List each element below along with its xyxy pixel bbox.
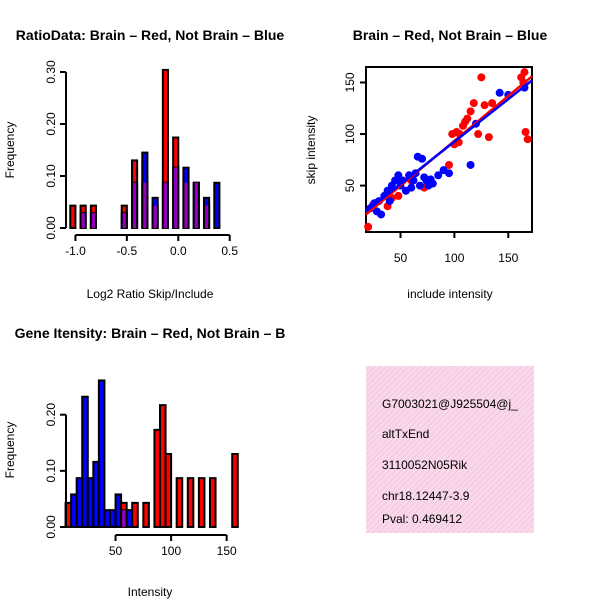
ratio-x-tick-label: 0.5 <box>221 244 238 258</box>
intensity-histogram: Gene Itensity: Brain – Red, Not Brain – … <box>3 325 285 599</box>
intensity-bar-brain <box>164 453 173 528</box>
scatter-point-not-brain <box>418 154 427 163</box>
ratio-bar-overlap <box>122 212 126 228</box>
scatter-point-not-brain <box>385 197 394 206</box>
intensity-xlabel: Intensity <box>128 585 173 599</box>
scatter-point-not-brain <box>409 176 418 185</box>
scatter-ylabel: skip intensity <box>304 116 318 185</box>
ratio-y-tick-label: 0.00 <box>44 216 58 240</box>
ratio-bar-brain <box>69 204 77 229</box>
ratio-y-tick-label: 0.20 <box>44 112 58 136</box>
scatter-point-brain <box>480 101 489 110</box>
intensity-bar-brain <box>209 477 217 528</box>
intensity-bar-brain <box>175 477 184 528</box>
ratio-bar-overlap <box>163 182 167 228</box>
scatter-point-brain <box>474 130 483 139</box>
intensity-bars <box>64 379 239 529</box>
info-line-2: altTxEnd <box>382 427 429 441</box>
scatter-point-brain <box>469 99 478 108</box>
scatter-x-tick-label: 100 <box>444 251 464 265</box>
scatter-point-not-brain <box>377 210 386 219</box>
ratio-y-tick-label: 0.30 <box>44 60 58 84</box>
info-box: G7003021@J925504@j_ altTxEnd 3110052N05R… <box>366 366 534 533</box>
ratio-y-tick-label: 0.10 <box>44 164 58 188</box>
intensity-x-tick-label: 100 <box>161 544 181 558</box>
scatter-fit-line-not-brain <box>365 79 533 213</box>
ratio-x-tick-label: 0.0 <box>170 244 187 258</box>
scatter-xlabel: include intensity <box>407 287 492 301</box>
intensity-y-tick-label: 0.20 <box>44 403 58 427</box>
intensity-x-tick-label: 150 <box>217 544 237 558</box>
intensity-bar-brain <box>142 501 150 529</box>
ratio-bar-overlap <box>194 182 198 228</box>
scatter-y-tick-label: 100 <box>343 124 357 144</box>
scatter-point-brain <box>463 114 472 123</box>
ratio-title: RatioData: Brain – Red, Not Brain – Blue <box>16 27 285 43</box>
scatter-point-not-brain <box>415 181 424 190</box>
scatter-point-not-brain <box>407 183 416 192</box>
scatter-point-brain <box>394 191 403 200</box>
scatter-x-tick-label: 150 <box>498 251 518 265</box>
scatter-point-brain <box>484 133 493 142</box>
info-box-background <box>366 366 534 533</box>
intensity-bar-brain <box>186 477 195 528</box>
intensity-title: Gene Itensity: Brain – Red, Not Brain – … <box>15 325 286 341</box>
info-pval: Pval: 0.469412 <box>382 512 462 526</box>
scatter-point-brain <box>521 127 530 136</box>
scatter-title: Brain – Red, Not Brain – Blue <box>353 27 548 43</box>
intensity-bar-not-brain <box>97 379 106 529</box>
scatter-point-not-brain <box>445 169 453 178</box>
scatter-point-not-brain <box>466 160 475 169</box>
scatter-point-brain <box>364 222 373 231</box>
ratio-x-tick-label: -1.0 <box>65 244 86 258</box>
scatter-point-brain <box>520 68 529 77</box>
scatter-point-brain <box>488 99 497 108</box>
ratio-xlabel: Log2 Ratio Skip/Include <box>87 287 214 301</box>
scatter-point-brain <box>466 107 475 116</box>
scatter-y-tick-label: 50 <box>343 179 357 193</box>
ratio-x-tick-label: -0.5 <box>117 244 138 258</box>
scatter-point-brain <box>477 73 486 82</box>
ratio-bar-not-brain <box>213 181 221 229</box>
ratio-bar-overlap <box>91 212 95 228</box>
ratio-bar-overlap <box>174 167 178 228</box>
scatter-point-brain <box>445 160 453 169</box>
ratio-bar-overlap <box>184 182 188 228</box>
ratio-axes: 0.00 0.10 0.20 0.30 -1.0 -0.5 0.0 0.5 <box>44 60 238 258</box>
info-line-3: 3110052N05Rik <box>382 458 468 472</box>
intensity-bar-brain <box>231 453 239 528</box>
intensity-ylabel: Frequency <box>3 422 17 479</box>
ratio-ylabel: Frequency <box>3 122 17 179</box>
intensity-x-tick-label: 50 <box>109 544 123 558</box>
info-line-4: chr18.12447-3.9 <box>382 489 470 503</box>
scatter-point-not-brain <box>428 179 437 188</box>
ratio-bar-overlap <box>81 212 85 228</box>
intensity-bar-not-brain <box>81 395 89 528</box>
intensity-axes: 0.00 0.10 0.20 50 100 150 <box>44 403 237 558</box>
intensity-y-tick-label: 0.10 <box>44 459 58 483</box>
ratio-bar-overlap <box>153 205 157 228</box>
scatter-points <box>364 68 533 231</box>
scatter-x-tick-label: 50 <box>394 251 408 265</box>
intensity-bar-brain <box>197 477 206 528</box>
scatter-y-tick-label: 150 <box>343 72 357 92</box>
info-line-1: G7003021@J925504@j_ <box>382 397 518 411</box>
ratio-bar-overlap <box>143 182 147 228</box>
ratio-bar-overlap <box>205 205 209 228</box>
scatter-point-not-brain <box>495 88 504 97</box>
scatter-point-not-brain <box>434 171 443 180</box>
ratio-histogram: RatioData: Brain – Red, Not Brain – Blue… <box>3 27 284 301</box>
ratio-bars <box>69 68 221 230</box>
scatter-point-brain <box>523 135 532 144</box>
ratio-bar-overlap <box>133 182 137 228</box>
intensity-bar-brain <box>131 501 139 529</box>
intensity-bar-overlap <box>122 510 126 527</box>
intensity-y-tick-label: 0.00 <box>44 515 58 539</box>
scatter-frame <box>365 66 533 233</box>
intensity-scatter: Brain – Red, Not Brain – Blue 50 100 15050… <box>304 27 547 301</box>
scatter-axes: 50 100 150 50 100 150 <box>343 72 519 265</box>
